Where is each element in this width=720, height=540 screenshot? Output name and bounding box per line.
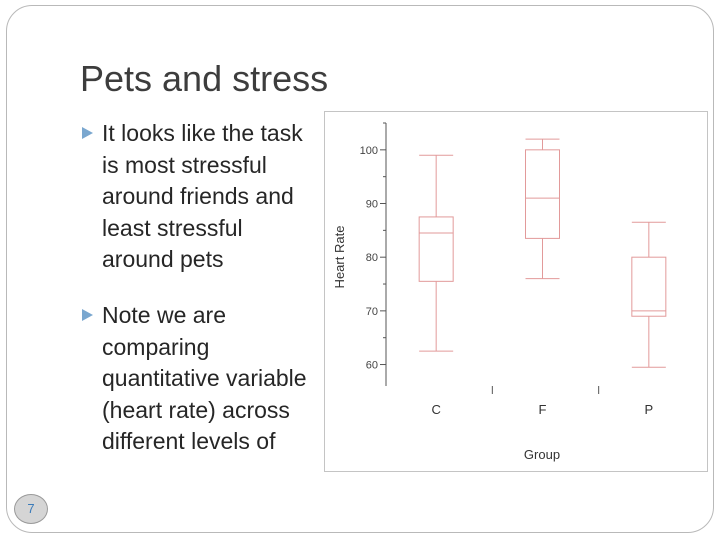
chart-svg: 60 70 80 90 100 C F P Heart Rate Group: [332, 122, 667, 462]
y-axis-label: Heart Rate: [332, 226, 347, 289]
box-iqr: [631, 256, 667, 317]
box-iqr: [525, 149, 560, 239]
y-tick-label: 80: [366, 252, 378, 264]
bullet-text: Note we are comparing quantitative varia…: [102, 301, 307, 455]
bullet-item: It looks like the task is most stressful…: [82, 118, 309, 276]
x-axis-label: Group: [524, 447, 560, 462]
bullet-list: It looks like the task is most stressful…: [82, 118, 309, 482]
bullet-arrow-icon: [82, 308, 93, 321]
x-tick-label: C: [431, 402, 440, 417]
bullet-item: Note we are comparing quantitative varia…: [82, 300, 309, 458]
y-tick-label: 70: [366, 306, 378, 318]
box-iqr: [418, 216, 454, 282]
y-tick-label: 90: [366, 199, 378, 211]
x-tick-label: P: [644, 402, 653, 417]
bullet-text: It looks like the task is most stressful…: [102, 120, 303, 273]
chart-layer: 60 70 80 90 100 C F P: [360, 122, 667, 417]
x-tick-label: F: [539, 402, 547, 417]
y-tick-label: 100: [360, 145, 378, 157]
page-number: 7: [14, 494, 48, 524]
y-tick-label: 60: [366, 360, 378, 372]
bullet-arrow-icon: [82, 127, 93, 139]
boxplot-chart: 60 70 80 90 100 C F P Heart Rate Group: [324, 111, 708, 472]
slide-title: Pets and stress: [80, 58, 329, 99]
